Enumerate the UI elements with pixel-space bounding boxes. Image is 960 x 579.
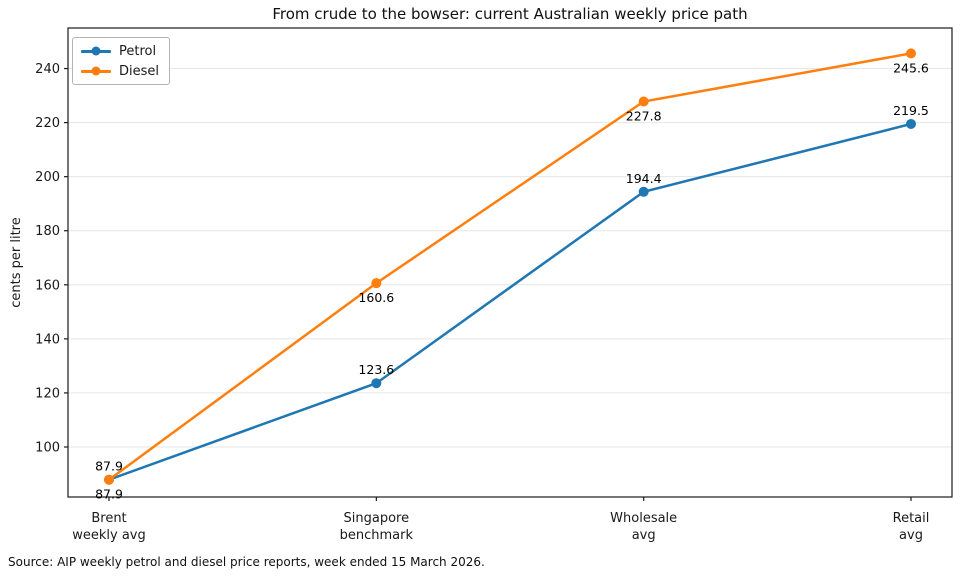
data-point-diesel — [638, 96, 649, 107]
point-label-diesel: 160.6 — [358, 290, 394, 305]
data-point-petrol — [906, 118, 916, 129]
y-tick-label: 160 — [35, 278, 60, 293]
legend: Petrol Diesel — [72, 37, 171, 85]
source-note: Source: AIP weekly petrol and diesel pri… — [8, 555, 485, 569]
data-point-petrol — [638, 186, 649, 197]
y-tick-label: 200 — [35, 170, 60, 185]
x-tick-label: avg — [899, 528, 923, 543]
point-label-petrol: 123.6 — [358, 362, 394, 377]
data-point-petrol — [371, 378, 382, 389]
y-tick-label: 180 — [35, 224, 60, 239]
legend-label-diesel: Diesel — [119, 63, 160, 79]
plot-border — [67, 27, 953, 498]
legend-item-diesel: Diesel — [81, 62, 159, 80]
data-point-diesel — [104, 474, 114, 485]
diesel-marker-icon — [91, 66, 101, 76]
point-label-petrol: 194.4 — [626, 171, 662, 186]
legend-label-petrol: Petrol — [119, 43, 157, 59]
x-tick-label: Singapore — [344, 511, 410, 526]
x-tick-label: weekly avg — [72, 528, 146, 543]
y-axis-label: cents per litre — [9, 217, 24, 308]
x-tick-label: Wholesale — [610, 511, 677, 526]
data-point-diesel — [906, 48, 916, 59]
chart-title: From crude to the bowser: current Austra… — [272, 5, 748, 23]
y-tick-label: 100 — [35, 440, 60, 455]
x-tick-label: benchmark — [340, 528, 414, 543]
point-label-petrol: 87.9 — [95, 487, 123, 502]
legend-item-petrol: Petrol — [81, 42, 159, 60]
point-label-diesel: 227.8 — [626, 109, 662, 124]
point-label-diesel: 87.9 — [95, 459, 123, 474]
petrol-line-swatch — [81, 46, 111, 56]
diesel-line-swatch — [81, 66, 111, 76]
point-label-petrol: 219.5 — [893, 103, 929, 118]
data-point-diesel — [371, 278, 382, 289]
y-tick-label: 120 — [35, 386, 60, 401]
point-label-diesel: 245.6 — [893, 60, 929, 75]
x-tick-label: Retail — [893, 511, 930, 526]
series-line-petrol — [108, 122, 912, 481]
y-tick-label: 240 — [35, 62, 60, 77]
x-tick-label: avg — [632, 528, 656, 543]
y-tick-label: 140 — [35, 332, 60, 347]
petrol-marker-icon — [91, 46, 101, 56]
y-tick-label: 220 — [35, 116, 60, 131]
series-line-diesel — [108, 52, 912, 481]
x-tick-label: Brent — [91, 511, 126, 526]
